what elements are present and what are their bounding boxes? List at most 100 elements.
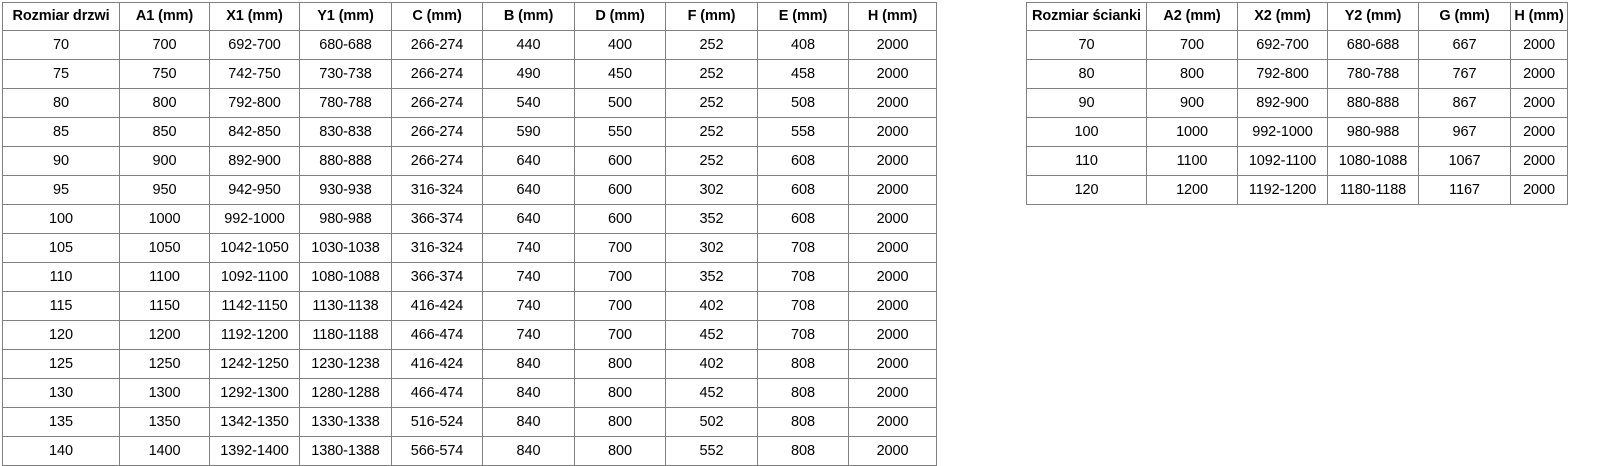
table-cell: 1142-1150 [209, 291, 300, 321]
table-cell: 80 [2, 88, 120, 118]
table-cell: 1342-1350 [209, 407, 300, 437]
table-cell: 266-274 [391, 30, 483, 60]
table-row: 85 850 842-850 830-838 266-274 590 550 252 558 20… [2, 117, 937, 147]
table-cell: 120 [2, 320, 120, 350]
table-cell: 266-274 [391, 117, 483, 147]
table-cell: 692-700 [1237, 30, 1328, 60]
table-cell: 708 [757, 291, 849, 321]
table-cell: 740 [482, 291, 575, 321]
table-cell: 740 [482, 262, 575, 292]
table-cell: 266-274 [391, 59, 483, 89]
table-row: 110 1100 1092-1100 1080-1088 1067 2000 [1026, 146, 1568, 176]
table-row: 90 900 892-900 880-888 266-274 640 600 252 608 20… [2, 146, 937, 176]
table-cell: 2000 [848, 349, 937, 379]
table-cell: 90 [2, 146, 120, 176]
table-cell: 967 [1418, 117, 1511, 147]
table-cell: 1192-1200 [209, 320, 300, 350]
table-cell: 830-838 [299, 117, 392, 147]
table-cell: 942-950 [209, 175, 300, 205]
table-cell: 950 [119, 175, 210, 205]
table-cell: 252 [665, 59, 758, 89]
table-cell: 2000 [848, 88, 937, 118]
table-row: 80 800 792-800 780-788 767 2000 [1026, 59, 1568, 89]
table-cell: 640 [482, 146, 575, 176]
table-cell: 466-474 [391, 378, 483, 408]
table-cell: 550 [574, 117, 666, 147]
table-cell: 70 [1026, 30, 1147, 60]
table-cell: 2000 [848, 146, 937, 176]
table-row: 100 1000 992-1000 980-988 967 2000 [1026, 117, 1568, 147]
table-cell: 840 [482, 349, 575, 379]
table-cell: 490 [482, 59, 575, 89]
table-cell: 402 [665, 349, 758, 379]
table-cell: 416-424 [391, 349, 483, 379]
table-cell: 840 [482, 407, 575, 437]
column-header: G (mm) [1418, 2, 1511, 31]
table-cell: 100 [2, 204, 120, 234]
table-cell: 742-750 [209, 59, 300, 89]
table-cell: 708 [757, 320, 849, 350]
table-cell: 780-788 [1327, 59, 1419, 89]
table-cell: 1380-1388 [299, 436, 392, 466]
table-cell: 75 [2, 59, 120, 89]
table-cell: 692-700 [209, 30, 300, 60]
table-cell: 800 [574, 378, 666, 408]
table-cell: 316-324 [391, 175, 483, 205]
table-cell: 400 [574, 30, 666, 60]
table-cell: 2000 [848, 378, 937, 408]
column-header: H (mm) [848, 2, 937, 31]
table-cell: 892-900 [209, 146, 300, 176]
wall-panel-size-table: Rozmiar ścianki A2 (mm) X2 (mm) Y2 (mm) G (m… [1026, 2, 1568, 205]
table-cell: 792-800 [1237, 59, 1328, 89]
table-cell: 70 [2, 30, 120, 60]
table-cell: 502 [665, 407, 758, 437]
table-cell: 1250 [119, 349, 210, 379]
table-cell: 95 [2, 175, 120, 205]
table-cell: 1180-1188 [1327, 175, 1419, 205]
table-cell: 808 [757, 349, 849, 379]
table-cell: 800 [119, 88, 210, 118]
table-cell: 416-424 [391, 291, 483, 321]
table-cell: 466-474 [391, 320, 483, 350]
table-cell: 1080-1088 [299, 262, 392, 292]
table-cell: 640 [482, 175, 575, 205]
table-row: 125 1250 1242-1250 1230-1238 416-424 840 800 40… [2, 349, 937, 379]
table-cell: 840 [482, 436, 575, 466]
table-cell: 900 [1146, 88, 1238, 118]
table-cell: 452 [665, 378, 758, 408]
table-header-row: Rozmiar drzwi A1 (mm) X1 (mm) Y1 (mm) C (mm)… [2, 2, 937, 31]
table-cell: 1030-1038 [299, 233, 392, 263]
table-cell: 80 [1026, 59, 1147, 89]
table-cell: 366-374 [391, 204, 483, 234]
table-cell: 2000 [1510, 175, 1568, 205]
table-cell: 808 [757, 436, 849, 466]
table-cell: 2000 [1510, 59, 1568, 89]
table-cell: 2000 [848, 233, 937, 263]
table-cell: 302 [665, 175, 758, 205]
table-cell: 730-738 [299, 59, 392, 89]
table-cell: 1300 [119, 378, 210, 408]
table-cell: 800 [1146, 59, 1238, 89]
table-cell: 1042-1050 [209, 233, 300, 263]
table-cell: 558 [757, 117, 849, 147]
table-cell: 1100 [1146, 146, 1238, 176]
column-header: Y2 (mm) [1327, 2, 1419, 31]
table-cell: 980-988 [299, 204, 392, 234]
table-cell: 100 [1026, 117, 1147, 147]
table-cell: 120 [1026, 175, 1147, 205]
table-cell: 140 [2, 436, 120, 466]
table-cell: 130 [2, 378, 120, 408]
door-size-table: Rozmiar drzwi A1 (mm) X1 (mm) Y1 (mm) C (mm)… [2, 2, 937, 466]
column-header: Y1 (mm) [299, 2, 392, 31]
table-cell: 808 [757, 407, 849, 437]
table-cell: 366-374 [391, 262, 483, 292]
table-cell: 1350 [119, 407, 210, 437]
table-cell: 1230-1238 [299, 349, 392, 379]
table-cell: 680-688 [299, 30, 392, 60]
table-cell: 1392-1400 [209, 436, 300, 466]
door-table-header: Rozmiar drzwi A1 (mm) X1 (mm) Y1 (mm) C (mm)… [2, 2, 937, 31]
table-cell: 352 [665, 262, 758, 292]
table-cell: 700 [1146, 30, 1238, 60]
table-cell: 700 [574, 320, 666, 350]
table-cell: 252 [665, 146, 758, 176]
